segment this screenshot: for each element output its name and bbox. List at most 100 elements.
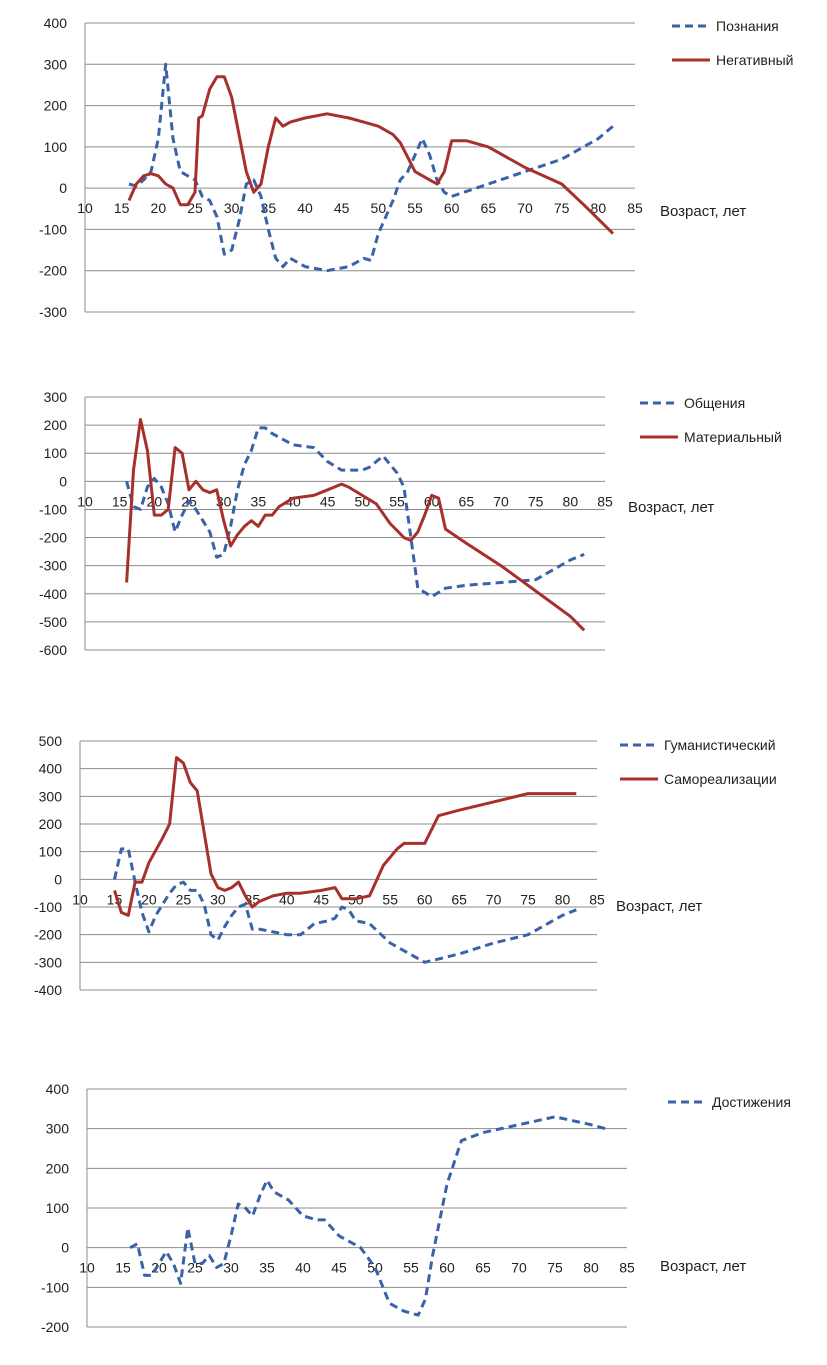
x-tick-label: 70 [511, 1260, 527, 1276]
y-tick-label: -100 [39, 501, 67, 517]
y-tick-label: -100 [41, 1279, 69, 1295]
x-tick-label: 55 [389, 493, 405, 509]
x-tick-label: 20 [151, 1260, 167, 1276]
y-tick-label: 100 [44, 445, 68, 461]
y-tick-label: 400 [44, 15, 68, 31]
y-tick-label: 300 [44, 389, 68, 405]
legend-label: Общения [684, 395, 745, 411]
x-tick-label: 80 [583, 1260, 599, 1276]
x-tick-label: 80 [591, 200, 607, 216]
x-tick-label: 75 [554, 200, 570, 216]
legend-label: Негативный [716, 52, 793, 68]
x-tick-label: 60 [444, 200, 460, 216]
y-tick-label: -300 [39, 304, 67, 320]
x-axis-label: Возраст, лет [616, 898, 702, 915]
x-tick-label: 55 [407, 200, 423, 216]
y-tick-label: -600 [39, 642, 67, 658]
x-tick-label: 30 [224, 200, 240, 216]
x-tick-label: 75 [520, 891, 536, 907]
x-tick-label: 85 [619, 1260, 635, 1276]
x-tick-label: 15 [112, 493, 128, 509]
legend: Гуманистический Самореализации [620, 737, 777, 787]
x-tick-label: 30 [210, 891, 226, 907]
x-tick-label: 20 [141, 891, 157, 907]
y-tick-label: 500 [39, 733, 63, 749]
x-tick-label: 45 [334, 200, 350, 216]
x-tick-label: 25 [187, 1260, 203, 1276]
series-line-solid [113, 756, 577, 917]
x-tick-label: 65 [475, 1260, 491, 1276]
gridlines [79, 740, 597, 991]
x-tick-label: 30 [223, 1260, 239, 1276]
y-tick-label: 400 [46, 1081, 70, 1097]
x-tick-label: 40 [295, 1260, 311, 1276]
x-tick-labels: 10 15 20 25 30 35 40 45 50 55 60 65 70 75 80 85 [77, 493, 613, 509]
y-tick-label: 400 [39, 761, 63, 777]
legend-label: Гуманистический [664, 737, 776, 753]
y-tick-label: -400 [39, 586, 67, 602]
y-tick-label: 0 [59, 473, 67, 489]
series-lines [129, 1115, 606, 1317]
x-tick-label: 70 [517, 200, 533, 216]
legend-label: Материальный [684, 429, 782, 445]
legend-label: Достижения [712, 1094, 791, 1110]
x-tick-label: 45 [320, 493, 336, 509]
x-tick-label: 10 [77, 493, 93, 509]
x-tick-label: 85 [627, 200, 643, 216]
y-tick-label: 100 [46, 1200, 70, 1216]
y-tick-labels: 400 300 200 100 0 -100 -200 -300 [39, 15, 67, 320]
x-tick-label: 20 [151, 200, 167, 216]
x-tick-label: 40 [297, 200, 313, 216]
x-axis-label: Возраст, лет [628, 499, 714, 516]
legend-label: Самореализации [664, 771, 777, 787]
series-lines [113, 756, 577, 964]
x-tick-label: 65 [459, 493, 475, 509]
x-tick-label: 35 [251, 493, 267, 509]
y-tick-label: -300 [39, 558, 67, 574]
x-axis-label: Возраст, лет [660, 1258, 746, 1275]
x-tick-label: 45 [313, 891, 329, 907]
y-tick-label: 200 [44, 417, 68, 433]
x-tick-labels: 10 15 20 25 30 35 40 45 50 55 60 65 70 75 80 85 [72, 891, 605, 907]
x-tick-label: 55 [403, 1260, 419, 1276]
legend: Общения Материальный [640, 395, 782, 445]
x-tick-label: 65 [451, 891, 467, 907]
series-line-dashed [128, 62, 614, 273]
x-tick-label: 85 [589, 891, 605, 907]
x-tick-label: 35 [259, 1260, 275, 1276]
gridlines [86, 1088, 627, 1328]
series-lines [125, 418, 586, 632]
x-tick-label: 85 [597, 493, 613, 509]
x-tick-label: 10 [77, 200, 93, 216]
y-tick-label: 0 [59, 180, 67, 196]
x-tick-labels: 10 15 20 25 30 35 40 45 50 55 60 65 70 75 80 85 [79, 1260, 635, 1276]
x-tick-label: 10 [72, 891, 88, 907]
x-tick-label: 10 [79, 1260, 95, 1276]
x-tick-label: 50 [371, 200, 387, 216]
series-line-solid [125, 418, 586, 632]
x-tick-label: 75 [528, 493, 544, 509]
y-tick-label: -200 [41, 1319, 69, 1335]
chart-obshcheniya-materialny: 300 200 100 0 -100 -200 -300 -400 -500 -600 10 15 2… [39, 389, 782, 658]
x-tick-label: 70 [493, 493, 509, 509]
chart-poznaniya-negativny: 400 300 200 100 0 -100 -200 -300 10 15 20 25 30 35 40… [39, 15, 794, 320]
gridlines [84, 22, 635, 313]
x-tick-label: 80 [563, 493, 579, 509]
x-tick-label: 55 [382, 891, 398, 907]
legend: Познания Негативный [672, 18, 793, 68]
x-tick-label: 35 [261, 200, 277, 216]
y-tick-label: -400 [34, 982, 62, 998]
y-tick-label: 0 [61, 1240, 69, 1256]
x-axis-label: Возраст, лет [660, 203, 746, 220]
x-tick-label: 20 [147, 493, 163, 509]
y-tick-label: 200 [39, 816, 63, 832]
series-line-dashed [129, 1115, 606, 1317]
y-tick-label: 200 [44, 98, 68, 114]
x-tick-label: 75 [547, 1260, 563, 1276]
y-tick-label: -300 [34, 954, 62, 970]
x-tick-label: 45 [331, 1260, 347, 1276]
series-lines [127, 62, 615, 273]
y-tick-label: -200 [34, 927, 62, 943]
y-tick-label: 100 [44, 139, 68, 155]
